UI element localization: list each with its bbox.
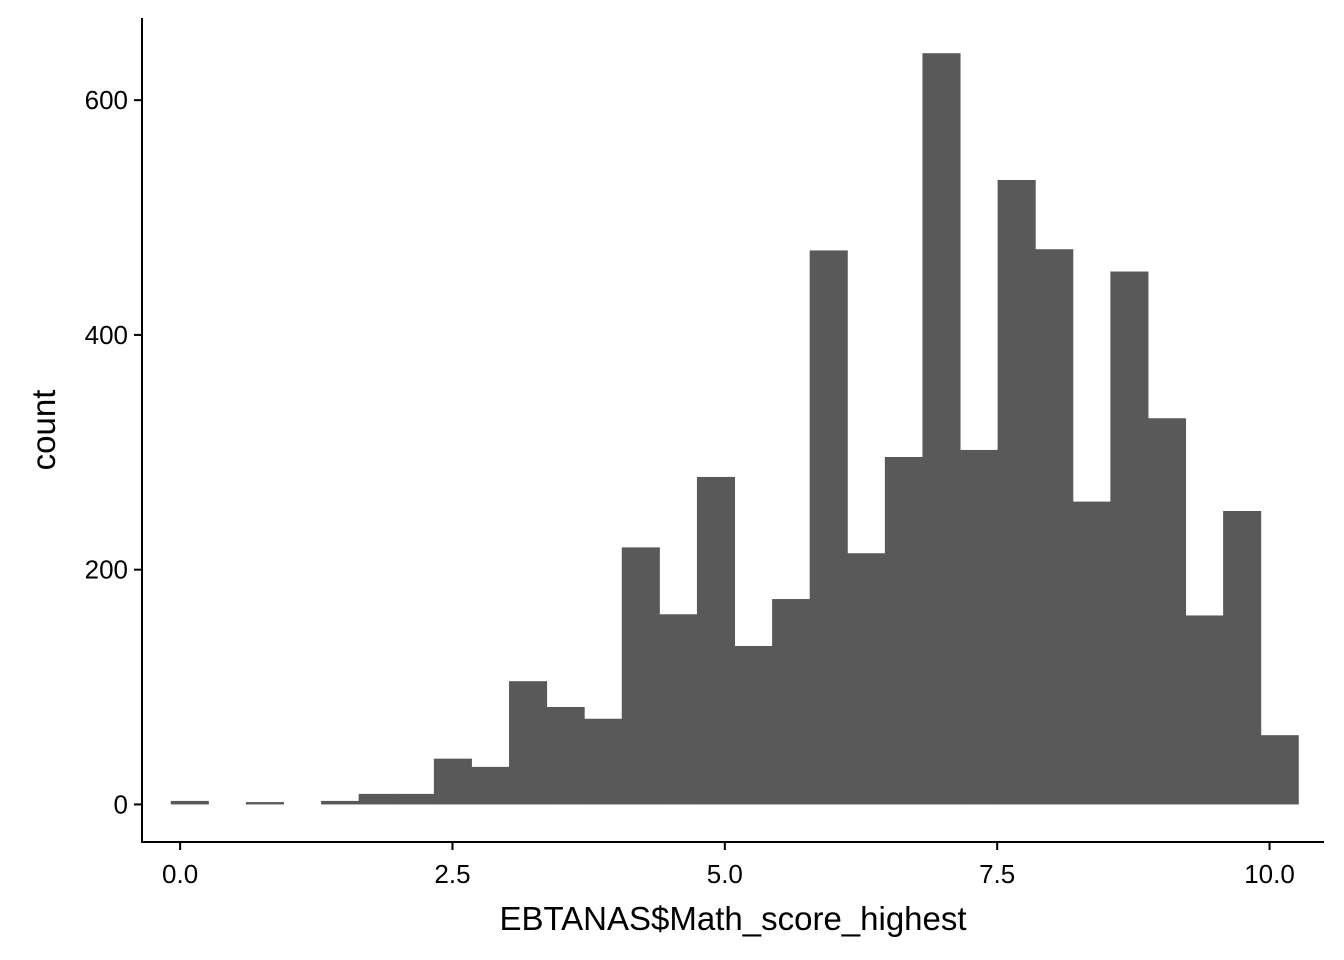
y-tick-label: 0 <box>114 789 128 819</box>
histogram-bar <box>621 547 660 805</box>
y-tick-label: 200 <box>85 555 128 585</box>
x-axis-title: EBTANAS$Math_score_highest <box>499 900 966 937</box>
histogram-bar <box>245 802 285 805</box>
histogram-bar <box>1223 510 1262 805</box>
histogram-bar <box>734 645 773 805</box>
x-tick-label: 7.5 <box>979 859 1015 889</box>
histogram-bar <box>1185 615 1224 805</box>
histogram-bar <box>1035 249 1074 805</box>
x-tick-label: 5.0 <box>707 859 743 889</box>
histogram-bar <box>170 800 209 805</box>
histogram-bar <box>433 758 472 805</box>
y-tick-label: 600 <box>85 85 128 115</box>
histogram-bar <box>1147 418 1187 805</box>
histogram-bar <box>546 707 585 805</box>
histogram-bar <box>884 457 923 805</box>
y-axis-title: count <box>25 390 62 471</box>
y-axis-ticks: 0 200 400 600 <box>85 85 142 819</box>
histogram-bar <box>358 793 397 805</box>
histogram-bar <box>809 250 848 805</box>
x-tick-label: 0.0 <box>162 859 198 889</box>
histogram-bar <box>1072 501 1111 805</box>
histogram-bar <box>584 718 623 805</box>
histogram-bar <box>922 53 961 805</box>
histogram-bar <box>659 614 698 805</box>
x-tick-label: 10.0 <box>1244 859 1295 889</box>
histogram-bar <box>696 476 736 805</box>
histogram-bar <box>396 793 435 805</box>
histogram-bar <box>847 553 886 805</box>
histogram-bar <box>471 766 510 805</box>
x-tick-label: 2.5 <box>434 859 470 889</box>
histogram-bar <box>1260 735 1299 805</box>
histogram-bar <box>321 800 360 805</box>
histogram-bar <box>960 449 999 805</box>
y-tick-label: 400 <box>85 320 128 350</box>
histogram-bar <box>997 179 1036 805</box>
histogram-bar <box>772 599 811 805</box>
histogram-bar <box>1110 271 1149 805</box>
x-axis-ticks: 0.0 2.5 5.0 7.5 10.0 <box>162 842 1295 889</box>
histogram-bar <box>509 681 548 805</box>
histogram-bars <box>170 53 1299 805</box>
